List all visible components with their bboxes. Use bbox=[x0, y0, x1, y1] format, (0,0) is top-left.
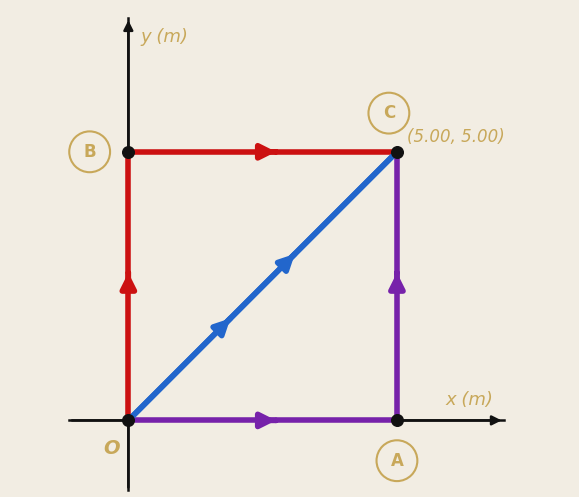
Point bbox=[124, 148, 133, 156]
Text: B: B bbox=[83, 143, 96, 161]
Point bbox=[124, 416, 133, 424]
Text: C: C bbox=[383, 104, 395, 122]
Text: x (m): x (m) bbox=[446, 391, 494, 409]
Text: y (m): y (m) bbox=[140, 28, 188, 46]
Point bbox=[393, 148, 402, 156]
Text: A: A bbox=[390, 452, 404, 470]
Text: (5.00, 5.00): (5.00, 5.00) bbox=[406, 128, 504, 146]
Text: O: O bbox=[103, 439, 119, 458]
Point bbox=[393, 416, 402, 424]
